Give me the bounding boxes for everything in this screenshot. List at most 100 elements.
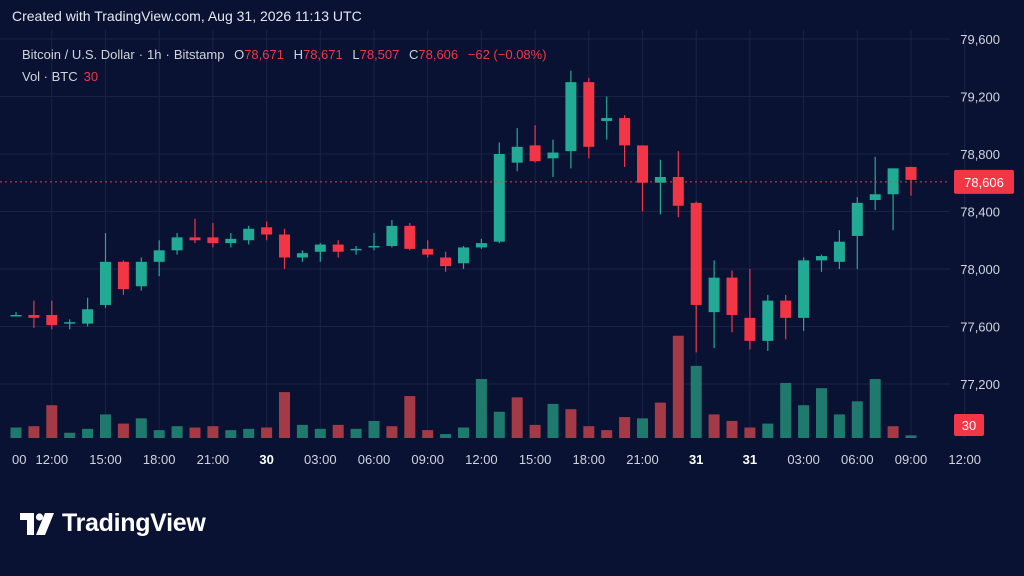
grid: [0, 30, 966, 438]
volume-bar: [798, 405, 810, 438]
candle: [332, 240, 344, 258]
volume-label[interactable]: Vol · BTC: [22, 69, 78, 84]
volume-bar: [762, 423, 774, 438]
candle-body: [100, 261, 111, 305]
candle: [422, 240, 434, 258]
candle-body: [690, 202, 702, 305]
volume-bar: [619, 417, 631, 438]
candle: [708, 260, 720, 349]
time-tick-label: 30: [259, 452, 273, 467]
volume-bar: [493, 411, 505, 438]
candle: [511, 128, 523, 172]
volume-bar: [869, 379, 881, 438]
volume-bar: [511, 397, 523, 438]
candle: [171, 233, 183, 255]
time-tick-label: 06:00: [841, 452, 874, 467]
candle: [404, 223, 416, 251]
candle-body: [404, 225, 416, 249]
time-tick-label: 06:00: [358, 452, 391, 467]
candle: [601, 96, 613, 140]
volume-legend: Vol · BTC 30: [22, 69, 98, 84]
candle-body: [82, 309, 94, 324]
volume-bar: [744, 427, 756, 438]
candle-body: [493, 154, 505, 242]
candle: [887, 168, 899, 231]
close-key: C: [408, 47, 419, 62]
tradingview-logo-icon: [20, 512, 54, 535]
volume-bar: [296, 424, 308, 438]
close-value: 78,606: [418, 47, 459, 62]
volume-bar: [851, 401, 863, 438]
volume-bar: [672, 335, 684, 438]
symbol-legend: Bitcoin / U.S. Dollar · 1h · Bitstamp O78,67…: [22, 47, 547, 62]
volume-bar: [100, 414, 111, 438]
time-tick-label: 09:00: [895, 452, 928, 467]
candle: [314, 243, 326, 262]
candle-body: [529, 145, 541, 162]
volume-bar: [637, 418, 648, 438]
candle-body: [46, 315, 58, 326]
candle-body: [583, 82, 595, 147]
candle-body: [207, 237, 219, 244]
candle: [547, 139, 559, 177]
candle: [350, 246, 362, 255]
volume-bar: [726, 420, 738, 438]
candle: [744, 269, 756, 350]
candle-body: [135, 261, 147, 287]
volume-bar: [887, 426, 899, 438]
volume-bar: [565, 409, 577, 438]
candle: [833, 230, 845, 269]
candle: [637, 145, 648, 212]
volume-bar: [690, 365, 702, 438]
price-tick-label: 78,800: [960, 147, 1000, 162]
volume-bar: [386, 426, 398, 438]
volume-bar: [64, 432, 76, 438]
price-axis[interactable]: 77,200 77,600 78,000 78,400 78,800 79,200 79,6…: [954, 32, 1014, 436]
candle-body: [458, 247, 469, 264]
candle: [458, 246, 469, 269]
candle: [619, 115, 631, 167]
candle-body: [422, 248, 434, 255]
candle-body: [261, 227, 273, 235]
candle-body: [601, 118, 613, 121]
time-tick-label: 09:00: [411, 452, 444, 467]
tradingview-logo-text: TradingView: [62, 509, 206, 537]
time-tick-label: 00: [12, 452, 26, 467]
candle: [440, 251, 452, 272]
low-value: 78,507: [359, 47, 400, 62]
candle: [798, 257, 810, 331]
interval-label: 1h: [147, 47, 162, 62]
candle: [368, 233, 380, 251]
volume-bar: [225, 430, 237, 438]
time-axis[interactable]: 00 12:00 15:00 18:00 21:00 30 03:00 06:00 09:00 1…: [12, 452, 981, 467]
low-key: L: [352, 47, 360, 62]
volume-bar: [833, 414, 845, 438]
time-tick-label: 15:00: [89, 452, 122, 467]
candle-body: [117, 261, 129, 290]
candle: [296, 250, 308, 262]
symbol-name[interactable]: Bitcoin / U.S. Dollar: [22, 47, 135, 62]
candle-body: [762, 300, 774, 341]
candle: [135, 257, 147, 291]
candle-body: [225, 238, 237, 244]
candle-body: [10, 315, 22, 317]
price-tick-label: 78,000: [960, 262, 1000, 277]
candle: [100, 233, 111, 308]
time-tick-label: 03:00: [787, 452, 820, 467]
current-volume-tag: [954, 414, 984, 436]
volume-bar: [422, 430, 434, 438]
time-tick-label: 21:00: [197, 452, 230, 467]
candle-body: [833, 241, 845, 262]
price-tick-label: 79,600: [960, 32, 1000, 47]
volume-bar: [350, 428, 362, 438]
candle-body: [350, 248, 362, 251]
volume-value: 30: [83, 69, 99, 84]
volume-bar: [189, 427, 201, 438]
volume-bar: [279, 392, 290, 438]
candle: [816, 254, 827, 272]
volume-bar: [547, 403, 559, 438]
candle-body: [744, 317, 756, 341]
volume-bar: [583, 426, 595, 438]
candle-body: [905, 166, 917, 180]
